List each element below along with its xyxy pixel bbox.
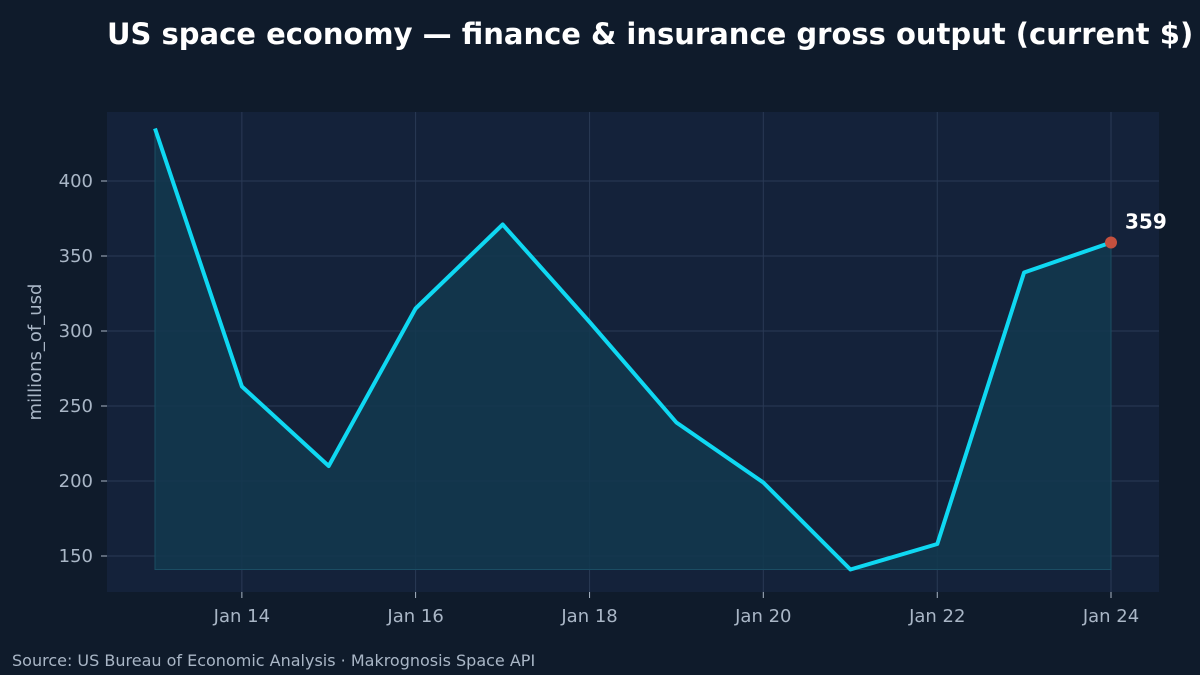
y-tick-label: 400 — [59, 171, 93, 192]
x-tick-label: Jan 20 — [734, 606, 791, 627]
axis-ticks: 150 200 250 300 350 400 Jan 14 Jan 16 Jan 18 Jan … — [59, 171, 1140, 627]
last-point-marker — [1105, 236, 1117, 249]
y-tick-label: 200 — [59, 471, 93, 492]
y-tick-label: 350 — [59, 246, 93, 267]
y-tick-label: 150 — [59, 546, 93, 567]
x-tick-label: Jan 16 — [386, 606, 443, 627]
y-tick-label: 250 — [59, 396, 93, 417]
source-note: Source: US Bureau of Economic Analysis ·… — [12, 651, 536, 670]
series-line — [153, 127, 1112, 572]
chart-title: US space economy — finance & insurance g… — [107, 18, 1194, 51]
last-point-label: 359 — [1125, 210, 1167, 234]
x-tick-label: Jan 24 — [1082, 606, 1139, 627]
y-tick-label: 300 — [59, 321, 93, 342]
x-tick-label: Jan 14 — [213, 606, 270, 627]
x-tick-label: Jan 18 — [560, 606, 617, 627]
x-tick-label: Jan 22 — [908, 606, 965, 627]
y-axis-label: millions_of_usd — [25, 284, 46, 421]
